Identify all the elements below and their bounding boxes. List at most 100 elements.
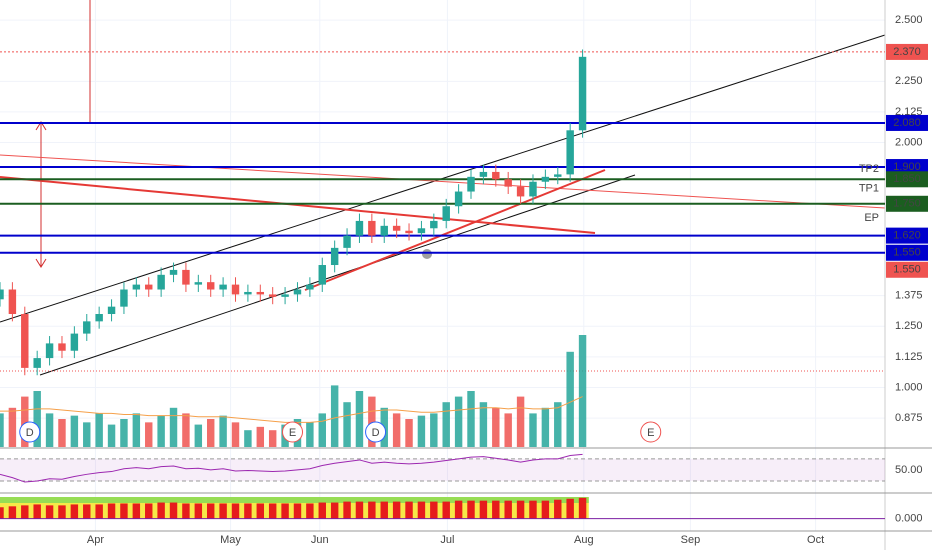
volume-bar [107,424,116,447]
volume-bar [516,396,525,447]
rsi-line [0,453,583,483]
volume-bar [194,424,203,447]
level-label-box [886,244,928,261]
osc-bar [504,500,512,519]
y-tick-label: 2.000 [895,136,923,148]
osc-bar [343,501,351,519]
candle-body [194,282,203,285]
osc-bar [442,501,450,519]
osc-bar [578,497,587,519]
rsi-band [0,458,885,481]
event-label: D [372,427,380,439]
level-label-box [886,195,928,212]
volume-bar [120,419,128,447]
osc-bar [194,503,203,519]
level-label-box [886,114,928,131]
osc-bar [244,503,252,519]
x-tick-label: Oct [807,534,824,546]
candle-body [417,228,426,234]
osc-bar [392,501,401,519]
candle-body [231,284,240,295]
osc-bar [83,504,91,519]
volume-bar [95,413,103,447]
osc-bar [368,501,376,519]
candle-body [21,314,29,368]
osc-bar [306,503,314,519]
osc-bar [492,500,500,519]
candle-body [256,291,265,295]
candle-body [516,186,525,197]
osc-bar [417,501,426,519]
candle-body [70,333,79,351]
candle-body [392,225,401,231]
osc-bar [182,503,190,519]
volume-bar [244,430,252,447]
osc-bar [467,500,475,519]
volume-bar [318,413,326,447]
osc-bar [157,502,165,519]
x-tick-label: Jun [311,534,329,546]
candle-body [281,294,289,297]
volume-bar [541,407,550,447]
osc-bar [169,502,178,519]
osc-bar [58,505,66,519]
level-label: 2.080 [893,117,921,129]
osc-bar [145,503,153,519]
candle-body [442,206,450,221]
osc-bar [529,500,537,519]
candle-body [145,284,153,290]
candle-body [554,174,562,177]
event-marker [19,421,41,443]
volume-bar [554,402,562,447]
volume-bar [442,402,450,447]
osc-bar [516,500,525,519]
osc-bar [33,504,41,519]
event-marker [640,421,662,443]
osc-bar [554,499,562,519]
osc-bar [566,498,574,519]
volume-bar [405,419,413,447]
osc-bar [541,500,550,519]
volume-bar [392,413,401,447]
osc-bar [355,501,364,519]
candle-body [206,282,215,290]
volume-bar [157,415,165,447]
volume-bar [504,413,512,447]
volume-bar [566,351,574,447]
candle-body [244,291,252,295]
candle-body [95,314,103,322]
level-label-box [886,171,928,188]
x-tick-label: Sep [681,534,701,546]
osc-bar [206,503,215,519]
candle-body [368,220,376,236]
candle-body [467,176,475,192]
candle-body [132,284,141,290]
annotation: TP1 [859,183,879,195]
y-tick-label: 1.250 [895,320,923,332]
level-label-box [886,261,928,278]
volume-bar [169,407,178,447]
volume-bar [206,419,215,447]
volume-bar [578,335,587,447]
volume-bar [219,415,227,447]
volume-bar [45,413,54,447]
candle-body [219,284,227,290]
event-label: E [647,427,654,439]
osc-bar [454,500,463,519]
channel-line [39,174,636,376]
event-label: D [26,427,34,439]
level-label: 1.750 [893,198,921,210]
osc-bg [0,497,589,503]
volume-bar [479,402,488,447]
volume-bar [8,407,17,447]
candle-body [405,230,413,234]
candle-body [293,289,302,295]
candle-body [343,235,351,248]
volume-bar [355,391,364,447]
volume-bar [132,413,141,447]
volume-bar [529,413,537,447]
volume-bar [182,413,190,447]
candle-body [45,343,54,359]
candle-body [355,220,364,236]
